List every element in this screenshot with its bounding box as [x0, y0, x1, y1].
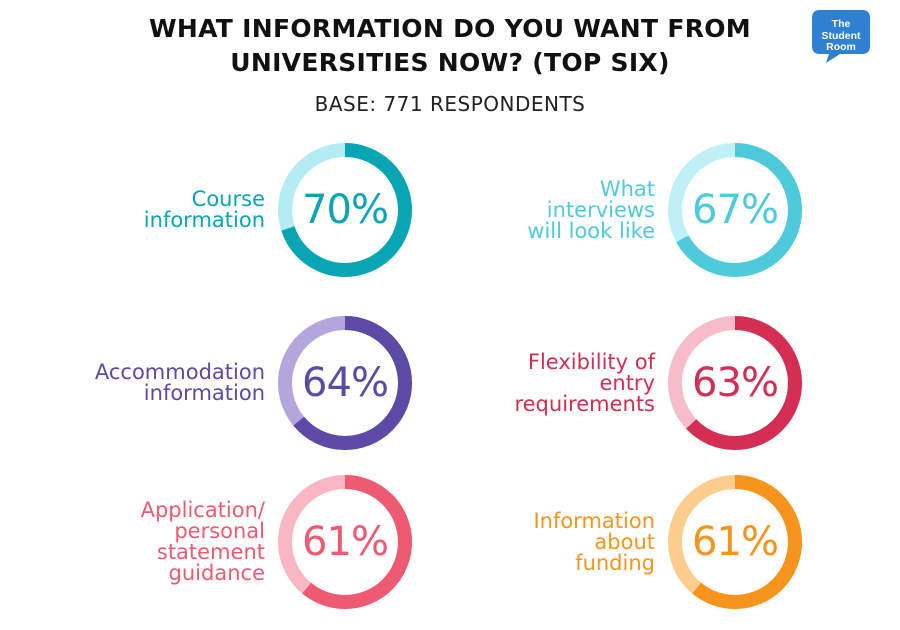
- donut-label-line: Information: [533, 508, 655, 533]
- donut-label-line: information: [143, 381, 265, 405]
- donut-value-arc: [668, 475, 802, 609]
- donut-label-line: Accommodation: [94, 360, 265, 384]
- donut-chart: 61%: [665, 472, 805, 612]
- donut-value-label: 64%: [302, 360, 389, 406]
- donut-label-line: about: [594, 529, 655, 554]
- speech-bubble-icon: [812, 10, 870, 63]
- donut-item: Information about funding 61%: [390, 472, 830, 612]
- chart-subtitle: BASE: 771 RESPONDENTS: [314, 92, 586, 116]
- donut-label: Accommodation information: [0, 313, 265, 453]
- donut-svg: [668, 143, 802, 277]
- donut-label-line: Course: [191, 187, 265, 211]
- donut-label-line: Flexibility of: [527, 349, 655, 374]
- donut-label-line: funding: [575, 550, 655, 575]
- donut-label-line: What: [599, 176, 655, 201]
- donut-label-line: statement: [156, 540, 265, 564]
- donut-svg: [668, 316, 802, 450]
- donut-value-label: 67%: [692, 187, 779, 233]
- donut-label-line: will look like: [527, 218, 655, 243]
- donut-label-line: guidance: [168, 561, 265, 585]
- donut-label-line: Application/: [140, 498, 265, 522]
- donut-item: Course information 70%: [0, 140, 440, 280]
- donut-svg: [278, 143, 412, 277]
- chart-title-line-1: WHAT INFORMATION DO YOU WANT FROM: [148, 14, 751, 43]
- donut-chart: 63%: [665, 313, 805, 453]
- donut-value-arc: [278, 143, 412, 277]
- donut-value-arc: [668, 316, 802, 450]
- donut-value-arc: [278, 475, 412, 609]
- donut-label: Flexibility of entry requirements: [375, 313, 655, 453]
- donut-chart: 67%: [665, 140, 805, 280]
- donut-label-line: interviews: [546, 197, 655, 222]
- donut-value-label: 63%: [692, 360, 779, 406]
- donut-label-line: requirements: [514, 391, 655, 416]
- donut-label-line: information: [143, 208, 265, 232]
- donut-value-arc: [668, 143, 802, 277]
- donut-svg: [278, 316, 412, 450]
- chart-title-line-2: UNIVERSITIES NOW? (TOP SIX): [230, 48, 670, 77]
- donut-label: What interviews will look like: [375, 140, 655, 280]
- donut-value-label: 61%: [692, 519, 779, 565]
- donut-label-line: personal: [174, 519, 265, 543]
- donut-item: Accommodation information 64%: [0, 313, 440, 453]
- logo-text-line-2: Student: [821, 29, 861, 42]
- the-student-room-logo: The Student Room: [810, 8, 872, 68]
- donut-chart: 61%: [275, 472, 415, 612]
- donut-svg: [278, 475, 412, 609]
- donut-item: What interviews will look like 67%: [390, 140, 830, 280]
- donut-label: Application/personal statement guidance: [0, 472, 265, 612]
- chart-title: WHAT INFORMATION DO YOU WANT FROM UNIVER…: [70, 12, 830, 80]
- donut-chart: 64%: [275, 313, 415, 453]
- donut-value-label: 70%: [302, 187, 389, 233]
- donut-value-arc: [278, 316, 412, 450]
- donut-item: Application/personal statement guidance 61%: [0, 472, 440, 612]
- donut-value-label: 61%: [302, 519, 389, 565]
- logo-text-line-3: Room: [826, 41, 856, 53]
- logo-text-line-1: The: [831, 18, 851, 30]
- donut-item: Flexibility of entry requirements 63%: [390, 313, 830, 453]
- donut-label: Course information: [0, 140, 265, 280]
- donut-svg: [668, 475, 802, 609]
- donut-label: Information about funding: [375, 472, 655, 612]
- donut-chart: 70%: [275, 140, 415, 280]
- donut-label-line: entry: [599, 370, 655, 395]
